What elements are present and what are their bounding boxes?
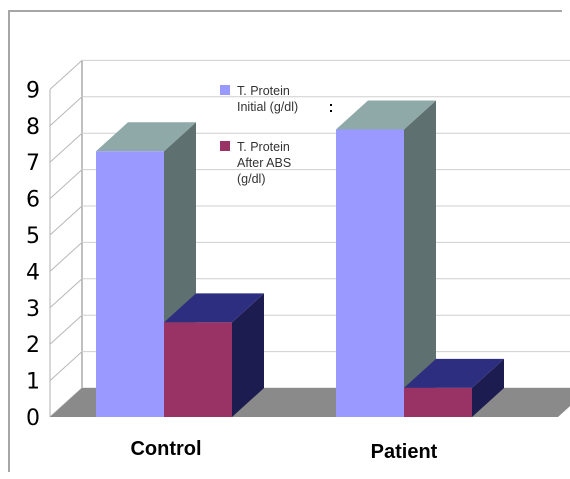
bar-side [232, 293, 264, 417]
bar-top [404, 358, 504, 388]
y-tick-label: 0 [26, 406, 40, 431]
bar-front [404, 387, 472, 417]
category-label-patient: Patient [371, 441, 438, 463]
legend-swatch [220, 141, 230, 151]
legend-label-line: (g/dl) [237, 172, 265, 186]
legend: T. Protein Initial (g/dl) T. Protein After … [220, 84, 332, 186]
gridline-diagonal [49, 351, 83, 381]
gridline-diagonal [49, 205, 83, 236]
category-labels: Control Patient [130, 438, 437, 463]
bar-patient-series-2 [404, 358, 504, 417]
bar-front [336, 129, 404, 417]
bar-top [96, 122, 196, 152]
legend-swatch [220, 85, 230, 95]
legend-label-line: After ABS [237, 156, 291, 170]
legend-label-line: T. Protein [237, 140, 290, 154]
bar-front [96, 151, 164, 417]
gridline-diagonal [49, 96, 83, 127]
y-tick-label: 6 [26, 188, 40, 213]
category-label-control: Control [130, 438, 201, 460]
bar-control-series-2 [164, 293, 264, 417]
bar-patient-series-1 [336, 100, 436, 417]
gridline-diagonal [49, 60, 83, 90]
legend-marker-dot [330, 104, 332, 106]
bar-top [336, 100, 436, 130]
legend-marker-dot [330, 110, 332, 112]
y-tick-label: 4 [26, 260, 40, 285]
gridline-diagonal [49, 242, 83, 272]
bar-control-series-1 [96, 122, 196, 417]
gridline-diagonal [49, 169, 83, 199]
y-tick-label: 8 [26, 115, 40, 140]
y-tick-label: 1 [26, 370, 40, 395]
y-tick-labels: 0 1 2 3 4 5 6 7 8 9 [26, 78, 40, 431]
legend-entry-2: T. Protein After ABS (g/dl) [220, 140, 291, 186]
bar-side [404, 100, 436, 417]
chart-walls [49, 60, 83, 417]
y-tick-label: 5 [26, 224, 40, 249]
bars [96, 100, 504, 417]
gridline-diagonal [49, 314, 83, 345]
legend-label-line: T. Protein [237, 84, 290, 98]
legend-label-line: Initial (g/dl) [237, 100, 298, 114]
y-tick-label: 3 [26, 297, 40, 322]
chart-frame [8, 10, 562, 472]
gridline-diagonal [49, 132, 83, 163]
bar-top [164, 293, 264, 323]
y-tick-label: 7 [26, 151, 40, 176]
y-tick-label: 2 [26, 333, 40, 358]
y-tick-label: 9 [26, 78, 40, 103]
bar-side [472, 358, 504, 417]
bar-front [164, 322, 232, 417]
legend-entry-1: T. Protein Initial (g/dl) [220, 84, 298, 114]
gridline-diagonal [49, 278, 83, 309]
